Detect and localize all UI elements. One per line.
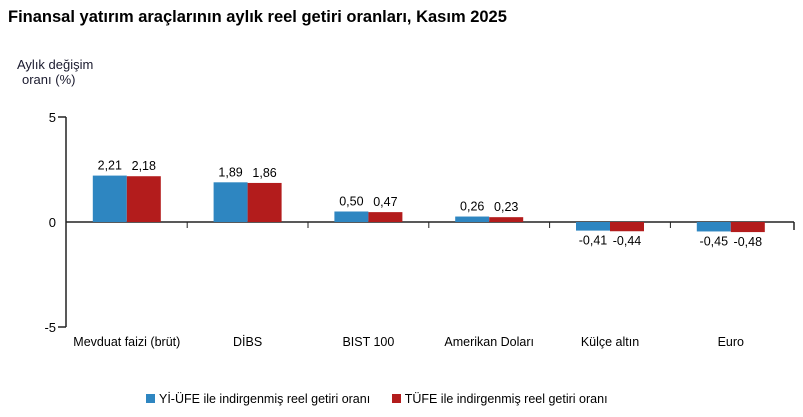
svg-text:Mevduat faizi (brüt): Mevduat faizi (brüt)	[73, 335, 180, 349]
svg-text:1,86: 1,86	[252, 166, 276, 180]
svg-text:2,21: 2,21	[98, 159, 122, 173]
svg-text:0: 0	[49, 215, 56, 230]
svg-text:Külçe altın: Külçe altın	[581, 335, 639, 349]
svg-text:-0,44: -0,44	[613, 234, 642, 248]
svg-text:-0,48: -0,48	[734, 235, 763, 249]
svg-text:1,89: 1,89	[218, 165, 242, 179]
svg-text:0,47: 0,47	[373, 195, 397, 209]
svg-text:2,18: 2,18	[132, 159, 156, 173]
svg-text:-0,45: -0,45	[700, 234, 729, 248]
svg-text:DİBS: DİBS	[233, 335, 262, 349]
svg-text:-0,41: -0,41	[579, 234, 608, 248]
svg-text:0,26: 0,26	[460, 200, 484, 214]
svg-text:BIST 100: BIST 100	[342, 335, 394, 349]
svg-text:0,23: 0,23	[494, 200, 518, 214]
svg-text:Amerikan Doları: Amerikan Doları	[444, 335, 534, 349]
svg-text:-5: -5	[44, 320, 56, 335]
svg-text:0,50: 0,50	[339, 195, 363, 209]
svg-text:5: 5	[49, 110, 56, 125]
svg-text:Euro: Euro	[718, 335, 744, 349]
